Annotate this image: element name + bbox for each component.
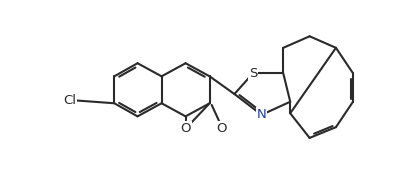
Text: N: N [256, 108, 266, 121]
Text: S: S [248, 67, 257, 80]
Text: O: O [215, 122, 226, 135]
Text: O: O [180, 122, 190, 135]
Text: Cl: Cl [63, 94, 76, 107]
